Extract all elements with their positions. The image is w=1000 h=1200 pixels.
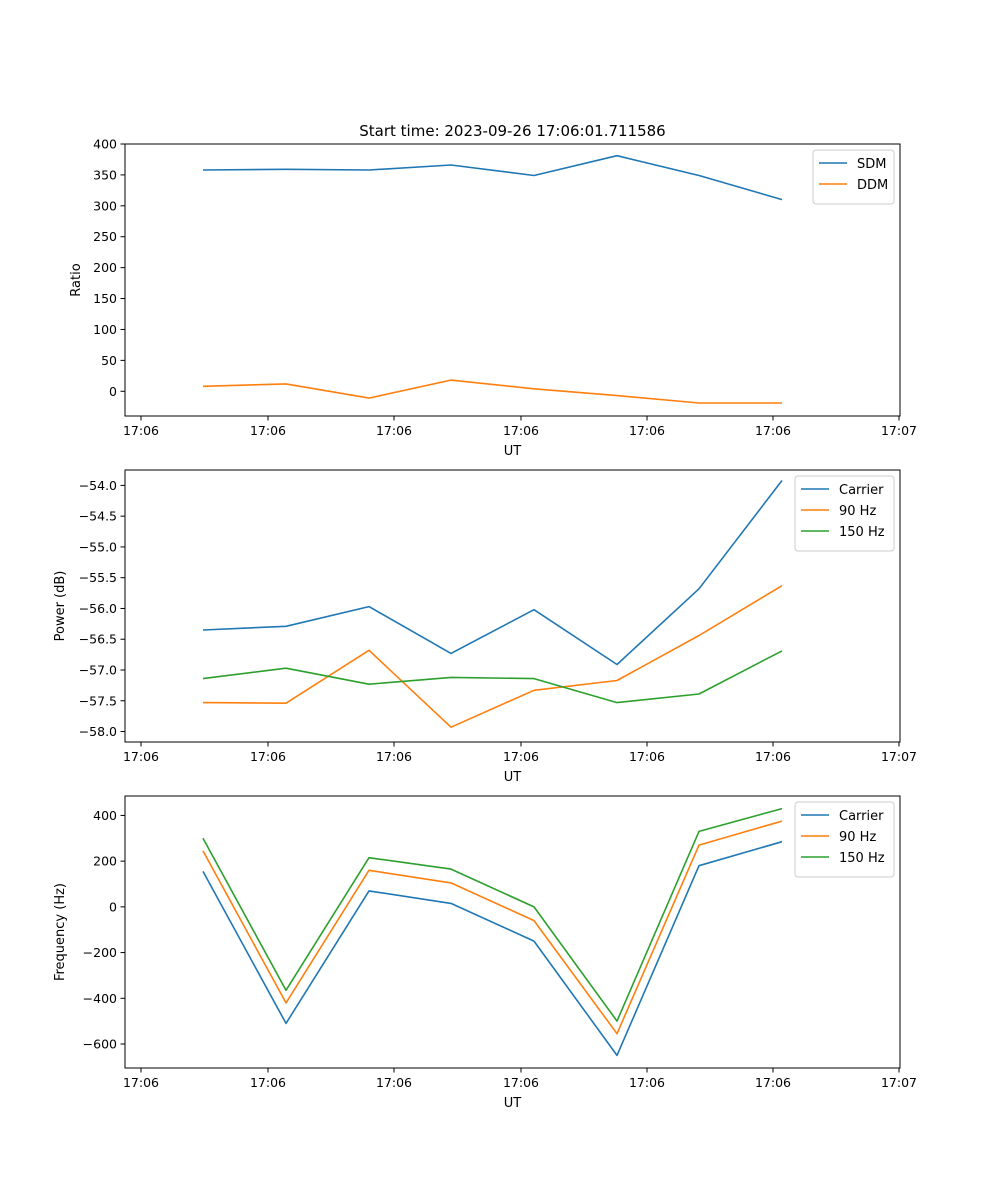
x-tick-label: 17:06: [629, 423, 665, 438]
y-axis-label: Ratio: [69, 263, 84, 296]
y-tick-label: −54.5: [79, 509, 117, 524]
axes-frame: [124, 143, 901, 417]
series-line-ddm: [202, 379, 782, 404]
y-tick-label: 400: [93, 137, 117, 152]
legend-label: 150 Hz: [839, 525, 885, 540]
y-tick-label: −57.0: [79, 663, 117, 678]
y-tick-label: −57.5: [79, 693, 117, 708]
frequency-panel: 17:06 17:06 17:06 17:06 17:06 17:06 17:07 −600 −…: [53, 795, 917, 1111]
legend-label: Carrier: [839, 483, 884, 498]
series-line-90-hz: [202, 820, 783, 1035]
y-tick-label: 50: [101, 353, 117, 368]
y-tick-label: 400: [93, 808, 117, 823]
y-tick-label: 350: [93, 167, 117, 182]
ratio-panel: 17:06 17:06 17:06 17:06 17:06 17:06 17:07 0 50 10…: [69, 137, 917, 460]
x-tick-label: 17:06: [503, 1075, 539, 1090]
y-tick-label: 0: [109, 899, 117, 914]
series-line-carrier: [202, 480, 783, 666]
x-tick-label: 17:07: [881, 423, 917, 438]
y-tick-label: −58.0: [79, 724, 117, 739]
y-tick-label: 200: [93, 260, 117, 275]
axes-frame: [124, 795, 901, 1069]
legend: [794, 801, 895, 878]
x-axis-label: UT: [504, 1096, 522, 1111]
y-tick-label: −400: [83, 991, 117, 1006]
x-tick-label: 17:06: [755, 1075, 791, 1090]
series-line-90-hz: [202, 585, 783, 729]
series-line-sdm: [202, 154, 783, 201]
figure-title: Start time: 2023-09-26 17:06:01.711586: [359, 122, 665, 140]
x-tick-label: 17:06: [376, 423, 412, 438]
y-tick-label: 150: [93, 291, 117, 306]
x-axis-label: UT: [504, 770, 522, 785]
x-tick-label: 17:06: [503, 749, 539, 764]
legend-label: 90 Hz: [839, 830, 876, 845]
y-axis-label: Power (dB): [53, 571, 68, 642]
x-tick-label: 17:07: [881, 1075, 917, 1090]
y-tick-label: −56.0: [79, 601, 117, 616]
legend-label: DDM: [857, 178, 888, 193]
x-tick-label: 17:06: [629, 1075, 665, 1090]
x-tick-label: 17:06: [123, 423, 159, 438]
x-tick-label: 17:06: [376, 1075, 412, 1090]
series-line-150-hz: [202, 650, 783, 704]
y-tick-label: −56.5: [79, 632, 117, 647]
axes-frame: [124, 469, 901, 743]
legend: [794, 475, 895, 552]
y-tick-label: −55.5: [79, 570, 117, 585]
x-tick-label: 17:06: [755, 749, 791, 764]
x-tick-label: 17:06: [503, 423, 539, 438]
x-tick-label: 17:06: [755, 423, 791, 438]
legend-label: 150 Hz: [839, 851, 885, 866]
x-tick-label: 17:06: [123, 1075, 159, 1090]
x-tick-label: 17:06: [250, 423, 286, 438]
power-panel: 17:06 17:06 17:06 17:06 17:06 17:06 17:07 −58.0…: [53, 469, 917, 785]
y-tick-label: −200: [83, 945, 117, 960]
y-tick-label: 300: [93, 198, 117, 213]
y-axis-label: Frequency (Hz): [53, 883, 68, 981]
series-line-carrier: [202, 840, 783, 1057]
x-tick-label: 17:06: [376, 749, 412, 764]
y-tick-label: −55.0: [79, 539, 117, 554]
y-tick-label: −54.0: [79, 478, 117, 493]
y-tick-label: 0: [109, 384, 117, 399]
legend-label: SDM: [857, 157, 886, 172]
y-tick-label: 200: [93, 854, 117, 869]
x-tick-label: 17:06: [250, 1075, 286, 1090]
y-tick-label: −600: [83, 1037, 117, 1052]
y-tick-label: 100: [93, 322, 117, 337]
legend-label: 90 Hz: [839, 504, 876, 519]
series-line-150-hz: [202, 807, 783, 1022]
legend-label: Carrier: [839, 809, 884, 824]
x-tick-label: 17:06: [250, 749, 286, 764]
y-tick-label: 250: [93, 229, 117, 244]
x-axis-label: UT: [504, 444, 522, 459]
x-tick-label: 17:06: [123, 749, 159, 764]
x-tick-label: 17:07: [881, 749, 917, 764]
x-tick-label: 17:06: [629, 749, 665, 764]
